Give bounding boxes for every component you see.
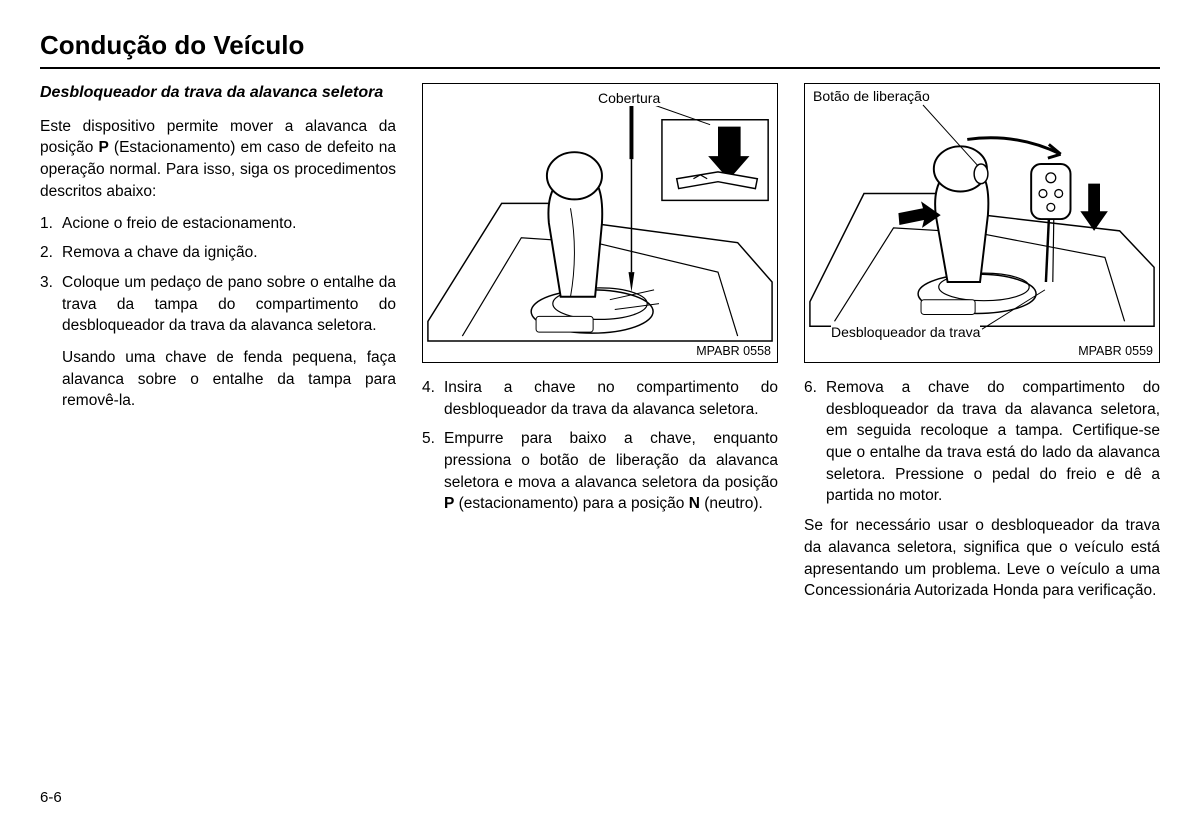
step-4: 4. Insira a chave no compartimento do de… [422, 377, 778, 420]
figure-1: Cobertura MPABR 0558 [422, 83, 778, 363]
step-5-mid: (estacionamento) para a posição [454, 495, 688, 512]
step-3: 3. Coloque um pedaço de pano sobre o ent… [40, 272, 396, 412]
step-1-text: Acione o freio de estacionamento. [62, 213, 396, 235]
figure-2: Botão de liberação Desbloqueador da trav… [804, 83, 1160, 363]
label-botao: Botão de liberação [813, 88, 930, 104]
closing-paragraph: Se for necessário usar o desbloqueador d… [804, 515, 1160, 602]
step-6: 6. Remova a chave do compartimento do de… [804, 377, 1160, 507]
step-6-text: Remova a chave do compartimento do desbl… [826, 377, 1160, 507]
step-3-sub: Usando uma chave de fenda pequena, faça … [62, 347, 396, 412]
step-5-text: Empurre para baixo a chave, enquan­to pr… [444, 428, 778, 515]
step-3-main: Coloque um pedaço de pano sobre o entalh… [62, 274, 396, 334]
step-2: 2. Remova a chave da ignição. [40, 242, 396, 264]
step-5-b1: P [444, 495, 454, 512]
step-5: 5. Empurre para baixo a chave, enquan­to… [422, 428, 778, 515]
label-cobertura: Cobertura [598, 90, 660, 106]
step-2-text: Remova a chave da ignição. [62, 242, 396, 264]
label-desbloq: Desbloqueador da trava [831, 324, 980, 340]
column-3: Botão de liberação Desbloqueador da trav… [804, 83, 1160, 612]
steps-list-col2: 4. Insira a chave no compartimento do de… [422, 377, 778, 515]
figure-1-svg [423, 84, 777, 362]
step-2-num: 2. [40, 242, 62, 264]
subheading: Desbloqueador da trava da alavanca selet… [40, 83, 396, 104]
column-2: Cobertura MPABR 0558 4. Insira a chave n… [422, 83, 778, 612]
step-1-num: 1. [40, 213, 62, 235]
step-5-num: 5. [422, 428, 444, 515]
intro-paragraph: Este dispositivo permite mover a alavanc… [40, 116, 396, 203]
page-title: Condução do Veículo [40, 30, 1160, 69]
step-5-pre: Empurre para baixo a chave, enquan­to pr… [444, 430, 778, 490]
step-3-text: Coloque um pedaço de pano sobre o entalh… [62, 272, 396, 412]
figure-2-svg [805, 84, 1159, 362]
step-1: 1. Acione o freio de estacionamento. [40, 213, 396, 235]
figure-2-code: MPABR 0559 [1078, 344, 1153, 358]
content-columns: Desbloqueador da trava da alavanca selet… [40, 83, 1160, 612]
step-5-b2: N [689, 495, 700, 512]
step-4-text: Insira a chave no compartimento do desbl… [444, 377, 778, 420]
step-4-num: 4. [422, 377, 444, 420]
figure-1-code: MPABR 0558 [696, 344, 771, 358]
steps-list-col3: 6. Remova a chave do compartimento do de… [804, 377, 1160, 507]
column-1: Desbloqueador da trava da alavanca selet… [40, 83, 396, 612]
step-5-post: (neutro). [700, 495, 763, 512]
step-3-num: 3. [40, 272, 62, 412]
page-number: 6-6 [40, 789, 62, 806]
steps-list-col1: 1. Acione o freio de estacionamento. 2. … [40, 213, 396, 413]
intro-bold-p: P [99, 139, 109, 156]
step-6-num: 6. [804, 377, 826, 507]
